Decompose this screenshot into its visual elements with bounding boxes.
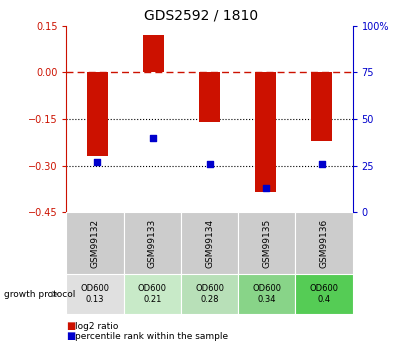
Bar bbox=[238, 212, 295, 274]
Text: GDS2592 / 1810: GDS2592 / 1810 bbox=[144, 9, 259, 23]
Bar bbox=[199, 72, 220, 122]
Text: GSM99135: GSM99135 bbox=[262, 219, 271, 268]
Bar bbox=[87, 72, 108, 156]
Bar bbox=[311, 72, 332, 141]
Text: growth protocol: growth protocol bbox=[4, 289, 75, 299]
Text: OD600
0.13: OD600 0.13 bbox=[81, 284, 110, 304]
Bar bbox=[124, 212, 181, 274]
Text: OD600
0.34: OD600 0.34 bbox=[252, 284, 281, 304]
Point bbox=[206, 161, 213, 167]
Text: GSM99133: GSM99133 bbox=[148, 219, 157, 268]
Text: GSM99134: GSM99134 bbox=[205, 219, 214, 268]
Text: GSM99136: GSM99136 bbox=[320, 219, 328, 268]
Text: OD600
0.4: OD600 0.4 bbox=[310, 284, 339, 304]
Point bbox=[150, 135, 157, 140]
Bar bbox=[238, 274, 295, 314]
Bar bbox=[295, 274, 353, 314]
Bar bbox=[181, 212, 238, 274]
Text: ■: ■ bbox=[66, 321, 76, 331]
Point bbox=[318, 161, 325, 167]
Bar bbox=[66, 274, 124, 314]
Bar bbox=[66, 212, 124, 274]
Bar bbox=[181, 274, 238, 314]
Text: GSM99132: GSM99132 bbox=[91, 219, 100, 268]
Point bbox=[94, 159, 101, 165]
Text: OD600
0.21: OD600 0.21 bbox=[138, 284, 167, 304]
Text: percentile rank within the sample: percentile rank within the sample bbox=[75, 332, 228, 341]
Point bbox=[262, 185, 269, 191]
Text: ■: ■ bbox=[66, 332, 76, 341]
Text: OD600
0.28: OD600 0.28 bbox=[195, 284, 224, 304]
Bar bbox=[124, 274, 181, 314]
Bar bbox=[295, 212, 353, 274]
Bar bbox=[255, 72, 276, 192]
Bar bbox=[143, 35, 164, 72]
Text: log2 ratio: log2 ratio bbox=[75, 322, 118, 331]
